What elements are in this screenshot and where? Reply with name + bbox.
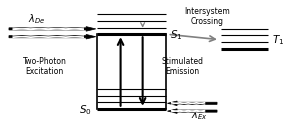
Text: $\lambda_{De}$: $\lambda_{De}$ — [28, 12, 45, 26]
Text: Intersystem
Crossing: Intersystem Crossing — [184, 7, 230, 26]
FancyArrow shape — [9, 34, 96, 39]
FancyArrow shape — [167, 109, 217, 113]
Text: Stimulated
Emission: Stimulated Emission — [162, 57, 204, 76]
Text: Two-Photon
Excitation: Two-Photon Excitation — [23, 57, 67, 76]
Text: $S_0$: $S_0$ — [79, 104, 92, 117]
Text: $T_1$: $T_1$ — [272, 33, 285, 47]
FancyArrow shape — [9, 27, 96, 31]
Text: $\lambda_{Ex}$: $\lambda_{Ex}$ — [191, 108, 207, 122]
FancyArrow shape — [167, 101, 217, 106]
Text: $S_1$: $S_1$ — [170, 29, 183, 42]
